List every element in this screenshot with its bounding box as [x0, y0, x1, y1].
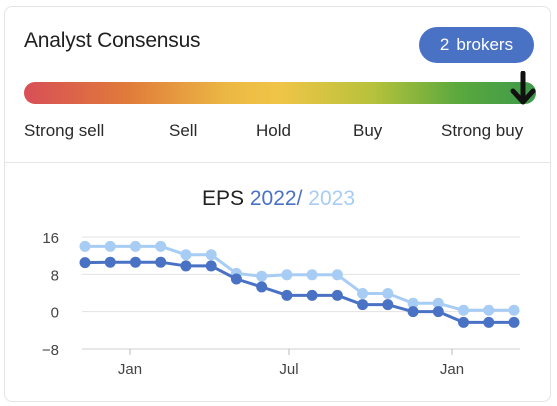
scale-label-hold: Hold: [256, 121, 291, 140]
data-point-2023: [483, 304, 495, 316]
card-title: Analyst Consensus: [24, 29, 201, 52]
data-point-2023: [281, 269, 293, 281]
data-point-2022: [331, 289, 343, 301]
chart-title-separator: /: [296, 187, 303, 210]
section-divider: [5, 162, 550, 163]
data-point-2023: [508, 304, 520, 316]
data-point-2022: [407, 306, 419, 318]
eps-line-chart: 16 8 0 −8 Jan Jul Jan: [42, 230, 520, 378]
data-point-2023: [331, 269, 343, 281]
data-point-2022: [256, 281, 268, 293]
data-point-2023: [458, 304, 470, 316]
data-point-2023: [432, 297, 444, 309]
brokers-label: brokers: [456, 35, 514, 54]
data-point-2023: [79, 240, 91, 252]
data-point-2022: [205, 260, 217, 272]
data-point-2022: [155, 256, 167, 268]
y-tick-label: −8: [42, 342, 59, 359]
data-point-2022: [129, 256, 141, 268]
arrow-down-icon: [510, 71, 536, 105]
data-point-2022: [382, 299, 394, 311]
x-tick-label: Jan: [440, 361, 464, 378]
data-point-2023: [180, 249, 192, 261]
data-point-2023: [357, 287, 369, 299]
data-point-2022: [483, 316, 495, 328]
data-point-2023: [407, 297, 419, 309]
data-point-2023: [306, 269, 318, 281]
data-point-2023: [256, 270, 268, 282]
chart-title: EPS 2022/ 2023: [5, 187, 552, 211]
data-point-2023: [155, 240, 167, 252]
data-point-2023: [382, 287, 394, 299]
data-point-2022: [458, 316, 470, 328]
x-tick-label: Jul: [279, 361, 298, 378]
data-point-2023: [104, 240, 116, 252]
data-point-2022: [281, 289, 293, 301]
data-point-2023: [129, 240, 141, 252]
data-point-2022: [79, 257, 91, 269]
data-point-2022: [104, 256, 116, 268]
scale-label-buy: Buy: [353, 121, 383, 140]
analyst-consensus-card: Analyst Consensus 2 brokers Strong sell …: [4, 6, 551, 402]
y-tick-label: 8: [51, 267, 59, 284]
data-point-2022: [432, 306, 444, 318]
scale-label-strong-sell: Strong sell: [24, 121, 105, 140]
chart-title-year-2023: 2023: [308, 187, 355, 210]
scale-label-strong-buy: Strong buy: [441, 121, 524, 140]
series-line-2023: [85, 244, 514, 312]
brokers-button[interactable]: 2 brokers: [419, 27, 534, 63]
consensus-scale-labels: Strong sell Sell Hold Buy Strong buy: [24, 121, 536, 143]
chart-title-prefix: EPS: [202, 187, 245, 210]
data-point-2022: [180, 260, 192, 272]
consensus-gradient-bar: [24, 82, 536, 104]
chart-title-year-2022: 2022: [249, 187, 297, 210]
data-point-2022: [357, 299, 369, 311]
y-tick-label: 0: [51, 305, 59, 322]
scale-label-sell: Sell: [169, 121, 198, 140]
data-point-2023: [205, 249, 217, 261]
data-point-2022: [306, 289, 318, 301]
series-line-2022: [84, 260, 514, 324]
x-tick-label: Jan: [118, 361, 142, 378]
data-point-2022: [508, 316, 520, 328]
data-point-2022: [230, 273, 242, 285]
brokers-count: 2: [439, 35, 450, 54]
y-tick-label: 16: [42, 230, 59, 247]
